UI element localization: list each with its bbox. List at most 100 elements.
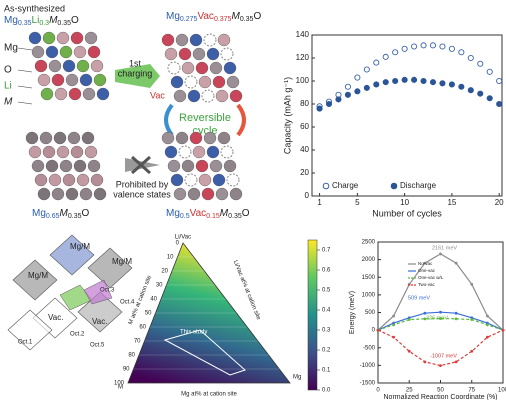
y-axis-label: Capacity (mAh g⁻¹) <box>282 77 292 154</box>
atom <box>71 146 83 158</box>
atom <box>49 174 61 186</box>
octahedron-label: Oct.5 <box>90 343 105 349</box>
data-point <box>430 80 435 85</box>
vacancy <box>202 90 214 102</box>
x-tick-label: 25 <box>406 388 413 394</box>
x-axis-label: Normalized Reaction Coordinate (%) <box>384 394 498 400</box>
atom <box>54 132 66 144</box>
atom <box>210 160 222 172</box>
subscript: 0.35 <box>18 20 32 27</box>
symbol: Mg <box>32 208 46 219</box>
vacancy <box>221 146 233 158</box>
y-tick-label: 80 <box>300 99 309 108</box>
ternary-tick-label: 50 <box>145 311 152 317</box>
colorbar <box>308 240 317 390</box>
octahedron-label: Oct.3 <box>100 288 115 294</box>
step-label: valence states <box>113 189 171 199</box>
atom <box>216 90 228 102</box>
data-point <box>402 46 407 51</box>
colorbar-tick-label: 0.6 <box>322 268 331 274</box>
step-label: Vac <box>150 90 165 100</box>
corner-label: M <box>118 385 123 391</box>
symbol: O <box>242 208 250 219</box>
atom <box>182 160 194 172</box>
atom <box>40 132 52 144</box>
y-tick-label: -500 <box>363 345 376 351</box>
data-point <box>402 77 407 82</box>
data-point <box>411 44 416 49</box>
atom <box>41 88 53 100</box>
colorbar-tick-label: 0.5 <box>322 288 331 294</box>
y-tick-label: -1000 <box>360 363 376 369</box>
atom <box>213 76 225 88</box>
atom-label: Mg <box>4 43 18 54</box>
atom <box>207 48 219 60</box>
vacancy <box>204 34 216 46</box>
data-point <box>439 253 442 256</box>
data-point <box>392 323 395 326</box>
data-point <box>440 81 445 86</box>
formula: Mg0.65M0.35O <box>32 208 90 220</box>
pointer <box>18 102 32 104</box>
subscript: 0.35 <box>240 16 254 23</box>
data-point <box>478 61 483 66</box>
subscript: 0.35 <box>228 213 242 220</box>
atom <box>207 146 219 158</box>
data-point <box>411 77 416 82</box>
atom <box>29 32 41 44</box>
atom <box>204 132 216 144</box>
atom <box>94 74 106 86</box>
annotation: 2161 meV <box>432 245 457 251</box>
data-point <box>317 106 322 111</box>
atom <box>35 60 47 72</box>
atom <box>35 174 47 186</box>
symbol: O <box>71 15 79 26</box>
y-tick-label: 1500 <box>362 275 376 281</box>
pointer <box>18 86 32 88</box>
annotation: 509 meV <box>408 295 430 301</box>
y-tick-label: 100 <box>296 76 310 85</box>
cycle-arrow <box>238 105 244 135</box>
atom <box>210 62 222 74</box>
atom <box>80 188 92 200</box>
atom <box>213 174 225 186</box>
atom <box>168 160 180 172</box>
y-tick-label: 60 <box>300 122 309 131</box>
atom <box>63 174 75 186</box>
data-point <box>392 315 395 318</box>
data-point <box>439 311 442 314</box>
atom <box>165 146 177 158</box>
data-point <box>470 318 473 321</box>
data-point <box>364 67 369 72</box>
atom <box>224 62 236 74</box>
subscript: 0.35 <box>57 20 71 27</box>
subscript: 0.275 <box>180 16 198 23</box>
x-axis-label: Number of cycles <box>372 208 442 218</box>
atom <box>60 160 72 172</box>
atom <box>52 74 64 86</box>
atom <box>88 46 100 58</box>
legend-marker <box>323 183 329 189</box>
subscript: 0.65 <box>46 213 60 220</box>
atom <box>218 34 230 46</box>
subscript: 0.15 <box>206 213 220 220</box>
octahedron <box>88 248 132 288</box>
atom <box>74 46 86 58</box>
x-tick-label: 75 <box>468 388 475 394</box>
data-point <box>497 78 502 83</box>
octahedron <box>50 235 94 275</box>
legend-label: One-vac <box>418 268 436 273</box>
data-point <box>345 84 350 89</box>
atom-label: M <box>4 97 13 108</box>
x-tick-label: 15 <box>447 198 456 207</box>
edge-label: Mg at% at cation site <box>181 392 237 398</box>
symbol: Mg <box>166 11 180 22</box>
formula: Mg0.35Li0.3M0.35O <box>4 15 79 27</box>
data-point <box>455 317 458 320</box>
step-label: Reversible <box>179 112 231 124</box>
legend-label: No-vac <box>418 261 433 266</box>
atom <box>176 132 188 144</box>
corner-label: Li/Vac <box>175 235 191 241</box>
subscript: 0.5 <box>180 213 190 220</box>
atom <box>55 88 67 100</box>
